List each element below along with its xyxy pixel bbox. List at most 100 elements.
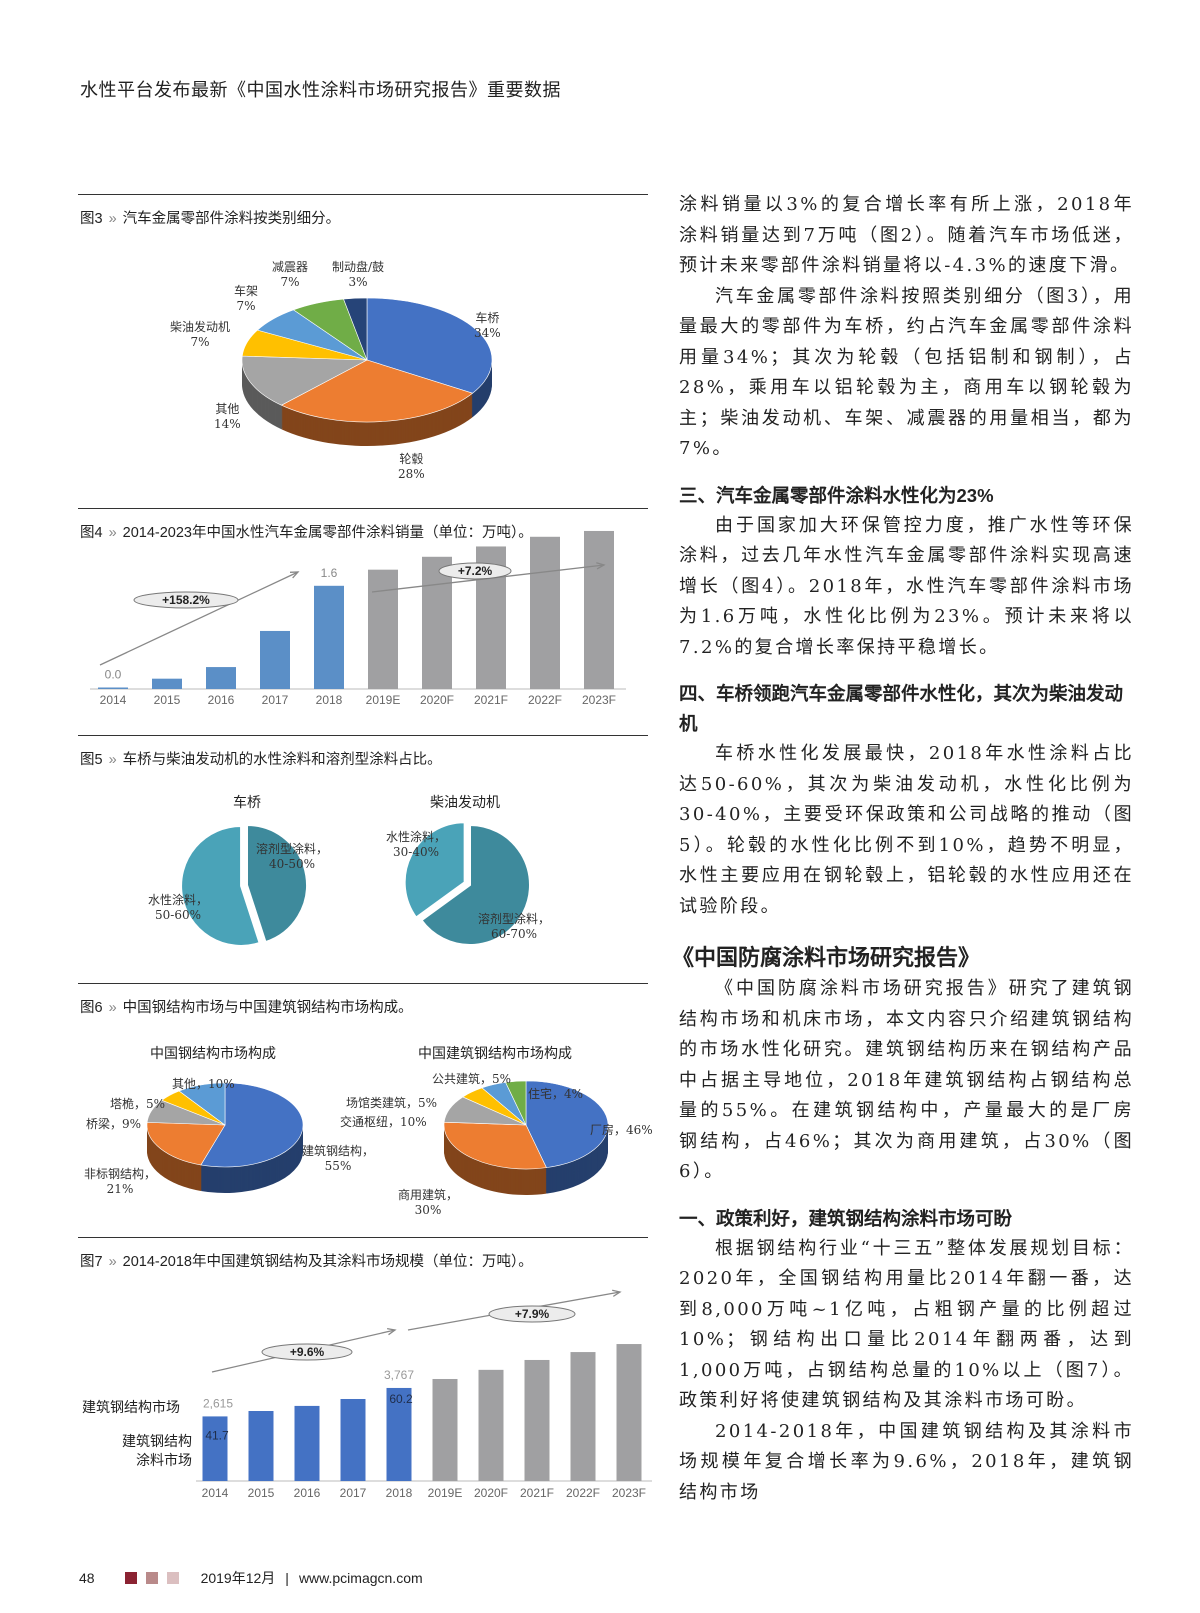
bar [616, 1344, 642, 1481]
divider [78, 983, 648, 984]
pie-label: 厂房，46% [590, 1123, 653, 1137]
x-tick-label: 2018 [316, 693, 343, 707]
bar [478, 1369, 504, 1481]
pie-label: 建筑钢结构， 55% [302, 1144, 375, 1173]
pie-label: 车架 7% [234, 284, 259, 313]
growth-rate-label: +158.2% [162, 593, 210, 607]
figure-number: 图6 [80, 1000, 103, 1016]
figure-number: 图7 [80, 1254, 103, 1270]
pie-label: 其他，10% [172, 1077, 235, 1091]
growth-badge [133, 591, 239, 609]
paragraph: 汽车金属零部件涂料按照类别细分（图3），用量最大的零部件为车桥，约占汽车金属零部… [679, 285, 1134, 460]
bar [260, 630, 290, 689]
bar [422, 556, 452, 689]
pie-label: 交通枢纽，10% [340, 1115, 427, 1129]
bar [340, 1398, 366, 1481]
x-tick-label: 2015 [154, 693, 181, 707]
issue-date: 2019年12月 [200, 1570, 276, 1586]
growth-badge [488, 1305, 576, 1323]
bar [248, 1411, 274, 1481]
section-heading: 四、车桥领跑汽车金属零部件水性化，其次为柴油发动机 [679, 683, 1124, 734]
x-tick-label: 2019E [428, 1486, 463, 1500]
figure-caption: 图3 » 汽车金属零部件涂料按类别细分。 [80, 207, 340, 228]
pie-slice [146, 1122, 226, 1166]
x-tick-label: 2019E [366, 693, 401, 707]
pie-slice [420, 823, 531, 946]
caption-text: 2014-2023年中国水性汽车金属零部件涂料销量（单位：万吨）。 [122, 525, 533, 541]
marker: » [108, 752, 117, 768]
chart-title: 车桥 [233, 794, 261, 810]
data-label: 0.0 [105, 668, 122, 682]
x-tick-label: 2017 [262, 693, 289, 707]
pie-slice [178, 1082, 226, 1126]
figure-number: 图4 [80, 525, 103, 541]
x-tick-label: 2016 [208, 693, 235, 707]
website-link[interactable]: www.pcimagcn.com [298, 1570, 423, 1586]
divider [78, 508, 648, 509]
arrow-head [612, 1289, 622, 1297]
pie-label: 轮毂 28% [398, 452, 425, 481]
chart-title: 中国建筑钢结构市场构成 [418, 1045, 572, 1061]
paragraph: 由于国家加大环保管控力度，推广水性等环保涂料，过去几年水性汽车金属零部件涂料实现… [679, 514, 1134, 658]
bar [432, 1378, 458, 1481]
series-label: 建筑钢结构市场 [82, 1399, 180, 1415]
x-tick-label: 2020F [474, 1486, 508, 1500]
report-section-title: 《中国防腐涂料市场研究报告》 [672, 945, 981, 970]
pie-label: 水性涂料， 50-60% [148, 893, 209, 922]
divider [78, 735, 648, 736]
decor-square [124, 1572, 137, 1584]
pie-slice [246, 823, 308, 944]
growth-rate-label: +7.9% [515, 1307, 550, 1321]
bar [386, 1387, 412, 1481]
pie-label: 制动盘/鼓 3% [332, 260, 385, 289]
article-body: 由于国家加大环保管控力度，推广水性等环保涂料，过去几年水性汽车金属零部件涂料实现… [679, 511, 1134, 664]
section-heading: 一、政策利好，建筑钢结构涂料市场可盼 [679, 1207, 1013, 1229]
section-heading: 三、汽车金属零部件涂料水性化为23% [679, 484, 994, 506]
x-tick-label: 2023F [612, 1486, 646, 1500]
x-tick-label: 2014 [202, 1486, 229, 1500]
arrow-head [596, 562, 606, 570]
pie-label: 溶剂型涂料， 60-70% [478, 912, 551, 941]
separator: | [285, 1570, 289, 1586]
marker: » [108, 211, 117, 227]
caption-text: 汽车金属零部件涂料按类别细分。 [122, 211, 341, 227]
pie-label: 溶剂型涂料， 40-50% [256, 842, 329, 871]
data-label: 41.7 [205, 1428, 229, 1442]
x-tick-label: 2020F [420, 693, 454, 707]
bar [294, 1405, 320, 1481]
growth-badge [438, 562, 512, 580]
divider [78, 194, 648, 195]
figure-caption: 图6 » 中国钢结构市场与中国建筑钢结构市场构成。 [80, 996, 413, 1017]
bar [202, 1416, 228, 1481]
chart-title: 中国钢结构市场构成 [150, 1045, 276, 1061]
caption-text: 2014-2018年中国建筑钢结构及其涂料市场规模（单位：万吨）。 [122, 1254, 533, 1270]
x-tick-label: 2014 [100, 693, 127, 707]
bar [152, 678, 182, 689]
figure-number: 图5 [80, 752, 103, 768]
page-footer: 48 2019年12月 | www.pcimagcn.com [79, 1568, 423, 1588]
marker: » [108, 525, 117, 541]
chart-title: 柴油发动机 [430, 794, 500, 810]
decor-square [145, 1572, 158, 1584]
caption-text: 车桥与柴油发动机的水性涂料和溶剂型涂料占比。 [122, 752, 442, 768]
x-tick-label: 2015 [248, 1486, 275, 1500]
divider [78, 1237, 648, 1238]
article-body: 涂料销量以3%的复合增长率有所上涨，2018年涂料销量达到7万吨（图2）。随着汽… [679, 190, 1134, 465]
bar [524, 1359, 550, 1481]
x-tick-label: 2018 [386, 1486, 413, 1500]
trend-arrow [99, 571, 299, 666]
data-label: 2,615 [203, 1396, 233, 1410]
pie-slice [443, 1121, 547, 1170]
article-body: 根据钢结构行业“十三五”整体发展规划目标：2020年，全国钢结构用量比2014年… [679, 1234, 1134, 1509]
x-tick-label: 2022F [528, 693, 562, 707]
decor-square [166, 1572, 179, 1584]
growth-rate-label: +7.2% [458, 564, 493, 578]
bar [206, 667, 236, 689]
paragraph: 车桥水性化发展最快，2018年水性涂料占比达50-60%，其次为柴油发动机，水性… [679, 743, 1134, 917]
pie-label: 住宅，4% [528, 1087, 584, 1101]
data-label: 3,767 [384, 1368, 414, 1382]
figure-caption: 图4 » 2014-2023年中国水性汽车金属零部件涂料销量（单位：万吨）。 [80, 521, 533, 542]
bar [98, 687, 128, 689]
